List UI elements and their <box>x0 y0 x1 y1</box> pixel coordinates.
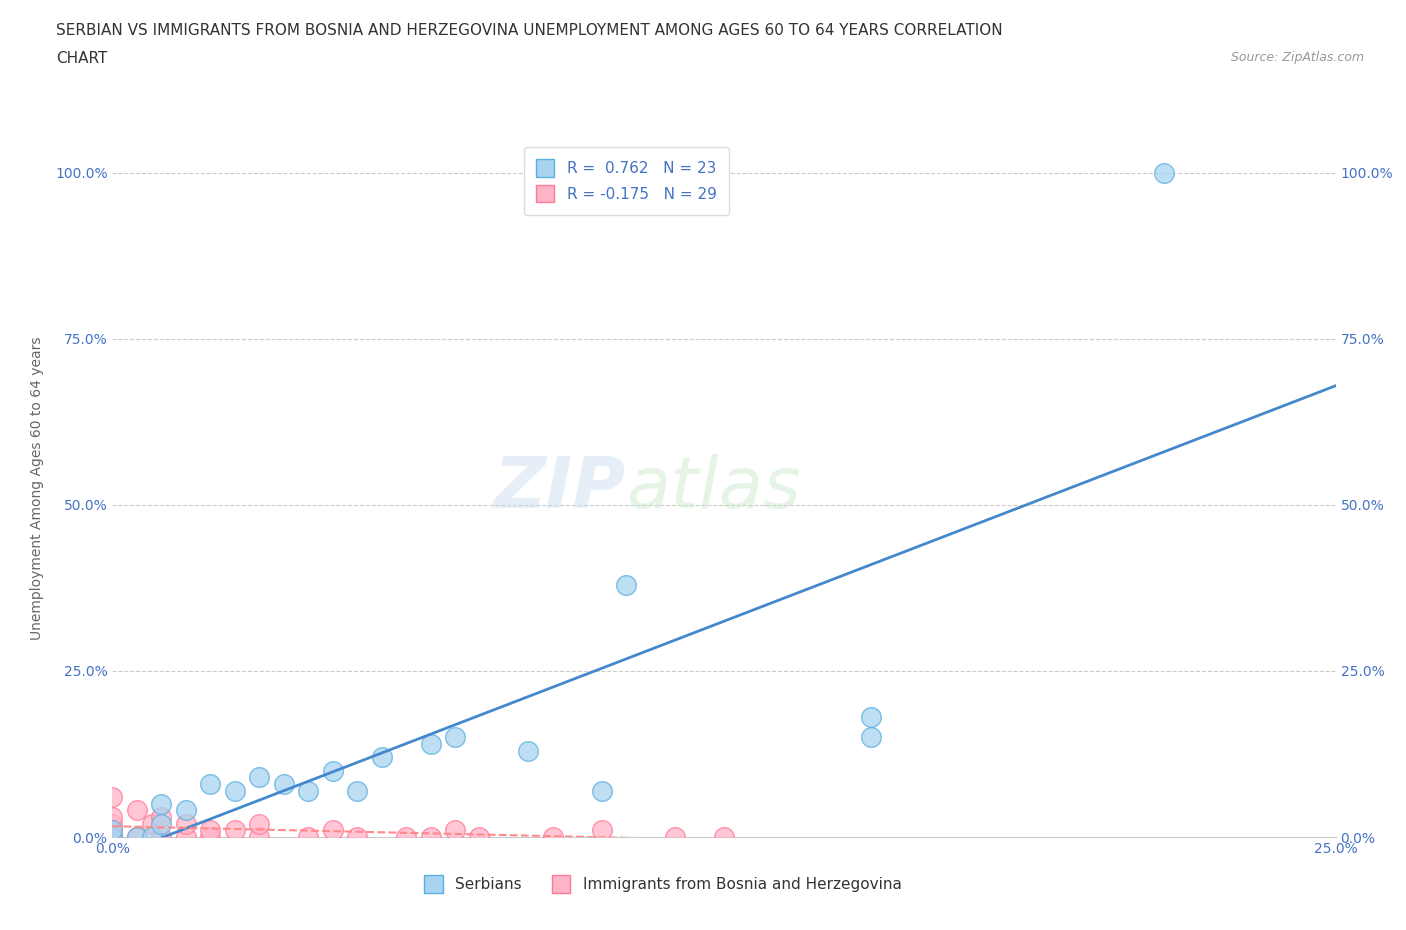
Point <box>101 830 124 844</box>
Point <box>395 830 418 844</box>
Point <box>247 817 270 831</box>
Point <box>247 830 270 844</box>
Point <box>200 830 222 844</box>
Point <box>370 750 392 764</box>
Point <box>141 817 163 831</box>
Point <box>322 823 344 838</box>
Point <box>174 817 197 831</box>
Point <box>664 830 686 844</box>
Point <box>141 830 163 844</box>
Point <box>273 777 295 791</box>
Point <box>150 796 173 811</box>
Point <box>591 823 613 838</box>
Point <box>297 830 319 844</box>
Point <box>224 783 246 798</box>
Point <box>346 783 368 798</box>
Y-axis label: Unemployment Among Ages 60 to 64 years: Unemployment Among Ages 60 to 64 years <box>30 337 44 640</box>
Point <box>859 730 882 745</box>
Point <box>1153 166 1175 180</box>
Point <box>247 770 270 785</box>
Point <box>444 823 467 838</box>
Point <box>517 743 540 758</box>
Point <box>224 823 246 838</box>
Point <box>419 830 441 844</box>
Text: ZIP: ZIP <box>494 454 626 523</box>
Point <box>541 830 564 844</box>
Point <box>419 737 441 751</box>
Point <box>468 830 491 844</box>
Point <box>174 803 197 817</box>
Point <box>150 817 173 831</box>
Point <box>200 777 222 791</box>
Point <box>150 830 173 844</box>
Text: CHART: CHART <box>56 51 108 66</box>
Text: atlas: atlas <box>626 454 801 523</box>
Point <box>101 817 124 831</box>
Point <box>125 830 148 844</box>
Point <box>101 823 124 838</box>
Point <box>101 830 124 844</box>
Point <box>101 830 124 844</box>
Point <box>614 578 637 592</box>
Point <box>200 823 222 838</box>
Point <box>101 823 124 838</box>
Point <box>297 783 319 798</box>
Text: SERBIAN VS IMMIGRANTS FROM BOSNIA AND HERZEGOVINA UNEMPLOYMENT AMONG AGES 60 TO : SERBIAN VS IMMIGRANTS FROM BOSNIA AND HE… <box>56 23 1002 38</box>
Point <box>125 803 148 817</box>
Point <box>322 764 344 778</box>
Point <box>101 790 124 804</box>
Point <box>174 830 197 844</box>
Point <box>591 783 613 798</box>
Point <box>713 830 735 844</box>
Text: Source: ZipAtlas.com: Source: ZipAtlas.com <box>1230 51 1364 64</box>
Point <box>150 810 173 825</box>
Legend: Serbians, Immigrants from Bosnia and Herzegovina: Serbians, Immigrants from Bosnia and Her… <box>418 870 908 899</box>
Point <box>346 830 368 844</box>
Point <box>859 710 882 724</box>
Point <box>444 730 467 745</box>
Point <box>125 830 148 844</box>
Point <box>101 810 124 825</box>
